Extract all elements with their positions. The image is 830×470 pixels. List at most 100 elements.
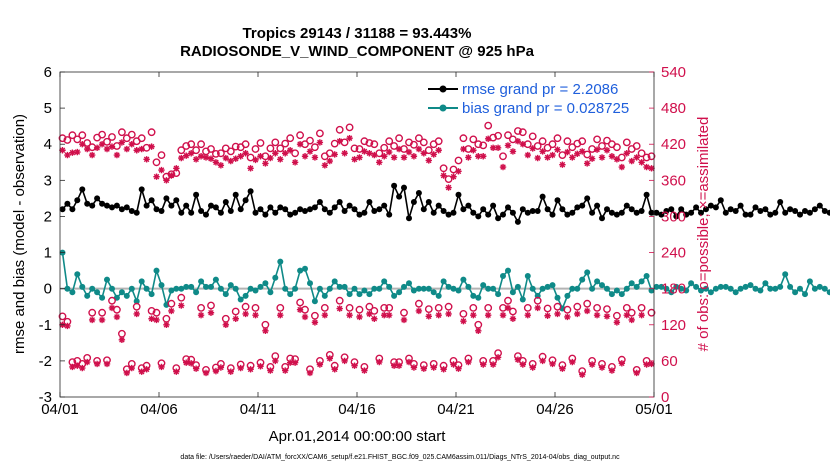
- obs_assimilated-point: [588, 155, 596, 162]
- rmse-point: [470, 209, 477, 216]
- rmse-point: [579, 202, 586, 209]
- obs_possible_low-point: [276, 303, 285, 312]
- rmse-point: [524, 209, 531, 216]
- obs_assimilated_low-point: [143, 366, 150, 373]
- obs_possible_low-point: [543, 304, 552, 313]
- bias-point: [341, 283, 348, 290]
- obs_assimilated_low-point: [460, 317, 467, 325]
- rmse-point: [237, 206, 244, 213]
- rmse-point: [495, 215, 502, 222]
- bias-point: [623, 285, 630, 292]
- bias-point: [440, 278, 447, 285]
- obs_assimilated_low-point: [222, 321, 230, 328]
- obs_assimilated-point: [559, 161, 566, 168]
- obs_assimilated_low-point: [133, 310, 140, 318]
- bias-point: [698, 287, 704, 294]
- obs_assimilated-point: [583, 160, 591, 167]
- obs_assimilated-point: [84, 145, 91, 153]
- obs_assimilated_low-point: [69, 363, 76, 371]
- rmse-point: [198, 208, 205, 214]
- obs_assimilated_low-point: [341, 357, 348, 365]
- obs_possible-point: [207, 145, 215, 153]
- rmse-point: [445, 211, 452, 218]
- rmse-point: [742, 211, 749, 218]
- obs_assimilated-point: [148, 143, 155, 150]
- bias-point: [401, 283, 407, 290]
- bias-point: [346, 291, 353, 298]
- obs_assimilated_low-point: [321, 311, 329, 319]
- rmse-point: [366, 199, 373, 205]
- obs_assimilated-point: [336, 138, 343, 145]
- rmse-point: [128, 208, 135, 214]
- bias-point: [262, 280, 269, 287]
- rmse-point: [648, 209, 655, 216]
- bias-point: [326, 285, 333, 292]
- obs_possible-point: [291, 149, 299, 158]
- obs_possible-point: [484, 121, 493, 130]
- bias-point: [643, 273, 650, 279]
- bias-point: [693, 283, 700, 290]
- rmse-point: [450, 209, 457, 216]
- rmse-point: [569, 209, 576, 216]
- bias-point: [74, 271, 81, 278]
- rmse-point: [668, 206, 675, 213]
- bias-point: [490, 285, 497, 292]
- obs_assimilated_low-point: [450, 361, 457, 368]
- bias-point: [212, 276, 219, 283]
- obs_assimilated_low-point: [643, 361, 650, 368]
- rmse-point: [133, 209, 140, 216]
- bias-point: [569, 285, 576, 292]
- bias-point: [242, 292, 249, 299]
- obs_assimilated_low-point: [623, 311, 630, 319]
- obs_possible-point: [251, 145, 260, 153]
- rmse-point: [89, 202, 96, 209]
- obs_possible_low-point: [583, 299, 592, 308]
- rmse-point: [549, 211, 556, 218]
- obs_assimilated_low-point: [346, 311, 353, 319]
- rmse-point: [519, 206, 526, 213]
- obs_possible-point: [385, 137, 394, 146]
- obs_possible_low-point: [167, 299, 176, 308]
- obs_assimilated-point: [405, 148, 413, 156]
- obs_assimilated_low-point: [618, 360, 626, 367]
- obs_possible-point: [419, 138, 428, 147]
- obs_assimilated-point: [326, 157, 333, 165]
- rmse-point: [678, 206, 685, 213]
- obs_assimilated-point: [128, 141, 135, 148]
- obs_assimilated-point: [489, 144, 497, 152]
- rmse-point: [109, 204, 115, 211]
- obs_possible-point: [360, 137, 369, 146]
- rmse-point: [361, 209, 368, 216]
- obs_assimilated-point: [529, 145, 536, 152]
- bias-point: [579, 276, 586, 283]
- obs_assimilated-point: [420, 150, 428, 157]
- chart-title: Tropics 29143 / 31188 = 93.443%: [243, 25, 472, 42]
- obs_assimilated-point: [371, 151, 378, 159]
- rmse-point: [415, 190, 422, 196]
- bias-point: [737, 285, 744, 292]
- bias-point: [302, 265, 308, 272]
- obs_possible_low-point: [444, 302, 453, 311]
- obs_assimilated_low-point: [108, 304, 116, 312]
- obs_possible-point: [613, 143, 621, 152]
- obs_possible-point: [439, 164, 448, 173]
- y-right-tick-label: 240: [661, 245, 686, 262]
- obs_assimilated_low-point: [64, 322, 71, 330]
- obs_assimilated_low-point: [282, 367, 289, 374]
- obs_assimilated_low-point: [212, 367, 220, 375]
- rmse-point: [252, 209, 259, 216]
- bias-point: [618, 291, 625, 298]
- obs_assimilated-point: [222, 154, 230, 162]
- rmse-point: [747, 211, 754, 218]
- rmse-point: [802, 208, 808, 214]
- rmse-point: [406, 215, 412, 222]
- obs_assimilated-point: [628, 157, 635, 165]
- rmse-point: [222, 199, 229, 205]
- y-right-tick-label: 0: [661, 389, 669, 406]
- rmse-point: [178, 209, 185, 216]
- obs_assimilated_low-point: [475, 327, 482, 334]
- rmse-point: [707, 202, 714, 209]
- bias-point: [188, 283, 195, 290]
- bias-point: [153, 267, 160, 274]
- bias-point: [193, 289, 200, 296]
